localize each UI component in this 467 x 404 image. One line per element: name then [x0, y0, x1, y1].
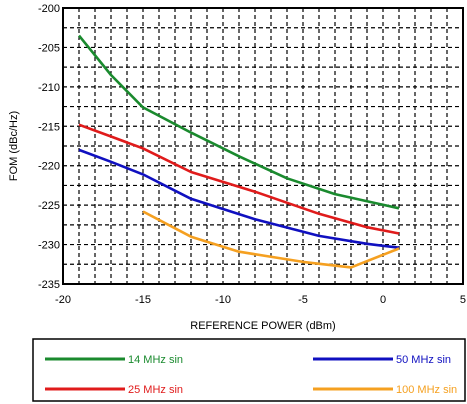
- series-lines: [77, 34, 400, 269]
- x-axis-title: REFERENCE POWER (dBm): [190, 320, 335, 332]
- legend: 14 MHz sin 50 MHz sin 25 MHz sin 100 MHz si…: [45, 354, 457, 396]
- legend-label: 25 MHz sin: [128, 384, 183, 396]
- series-line-2: [78, 148, 400, 249]
- y-tick-label: -210: [38, 82, 60, 94]
- x-tick-label: -20: [55, 294, 71, 306]
- x-tick-label: 5: [460, 294, 466, 306]
- x-tick-label: -5: [298, 294, 308, 306]
- legend-label: 50 MHz sin: [396, 354, 451, 366]
- series-line-0: [77, 34, 400, 210]
- y-tick-label: -225: [38, 200, 60, 212]
- y-tick-label: -220: [38, 161, 60, 173]
- y-tick-label: -205: [38, 42, 60, 54]
- x-tick-label: -15: [135, 294, 151, 306]
- series-line-3: [142, 210, 400, 269]
- plot-frame: [62, 7, 464, 285]
- tick-labels: -200 -205 -210 -215 -220 -225 -230 -235 -20 -15 -1…: [38, 3, 466, 306]
- grid: [63, 8, 463, 284]
- y-axis-title: FOM (dBc/Hz): [8, 111, 20, 181]
- y-tick-label: -215: [38, 121, 60, 133]
- legend-box: [32, 338, 466, 402]
- legend-label: 100 MHz sin: [396, 384, 457, 396]
- y-tick-label: -235: [38, 279, 60, 291]
- x-tick-label: -10: [215, 294, 231, 306]
- legend-label: 14 MHz sin: [128, 354, 183, 366]
- y-tick-label: -230: [38, 240, 60, 252]
- y-tick-label: -200: [38, 3, 60, 15]
- series-line-1: [78, 123, 400, 235]
- x-tick-label: 0: [380, 294, 386, 306]
